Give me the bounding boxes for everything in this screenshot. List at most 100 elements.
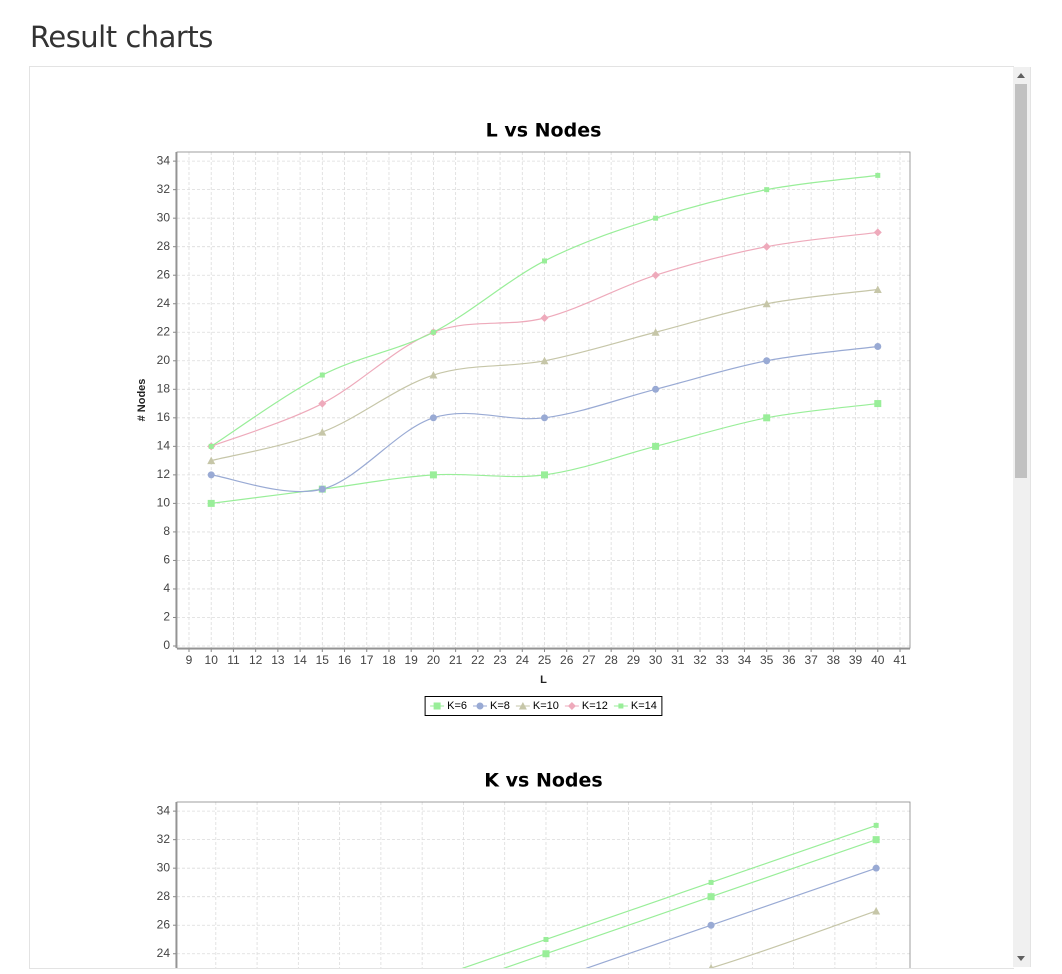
x-tick-label: 21 bbox=[449, 653, 463, 667]
y-tick-label: 32 bbox=[157, 182, 171, 196]
y-tick-label: 0 bbox=[163, 638, 170, 652]
marker bbox=[651, 328, 660, 336]
legend-box bbox=[424, 696, 663, 716]
marker bbox=[207, 471, 215, 479]
legend-label: K=8 bbox=[490, 700, 510, 712]
x-tick-label: 14 bbox=[293, 653, 307, 667]
x-tick-label: 28 bbox=[604, 653, 618, 667]
marker bbox=[708, 879, 714, 885]
y-tick-label: 26 bbox=[157, 917, 171, 931]
plot-border bbox=[176, 151, 911, 649]
x-tick-label: 15 bbox=[316, 653, 330, 667]
marker bbox=[651, 271, 660, 280]
legend-swatch bbox=[518, 702, 527, 710]
y-tick-label: 14 bbox=[157, 439, 171, 453]
x-tick-label: 34 bbox=[738, 653, 752, 667]
x-tick-label: 36 bbox=[782, 653, 796, 667]
chart-title: L vs Nodes bbox=[486, 120, 602, 142]
legend-swatch bbox=[567, 702, 576, 710]
y-tick-label: 6 bbox=[163, 553, 170, 567]
marker bbox=[872, 906, 881, 915]
scroll-thumb[interactable] bbox=[1015, 84, 1027, 478]
y-tick-label: 18 bbox=[157, 381, 171, 395]
marker bbox=[540, 471, 548, 479]
x-tick-label: 33 bbox=[716, 653, 730, 667]
marker bbox=[872, 836, 880, 844]
plot-area bbox=[177, 152, 910, 648]
x-tick-label: 19 bbox=[405, 653, 419, 667]
marker bbox=[763, 357, 771, 365]
marker bbox=[429, 471, 437, 479]
marker bbox=[541, 258, 547, 264]
marker bbox=[874, 400, 882, 408]
marker bbox=[763, 414, 771, 422]
x-tick-label: 20 bbox=[427, 653, 441, 667]
y-tick-label: 24 bbox=[157, 946, 171, 960]
y-tick-label: 30 bbox=[157, 210, 171, 224]
marker bbox=[540, 313, 549, 322]
legend-label: K=12 bbox=[582, 700, 608, 712]
marker bbox=[430, 329, 436, 335]
x-tick-label: 27 bbox=[582, 653, 596, 667]
marker bbox=[540, 356, 549, 365]
marker bbox=[542, 950, 550, 958]
y-tick-label: 2 bbox=[163, 610, 170, 624]
y-tick-label: 10 bbox=[157, 496, 171, 510]
marker bbox=[873, 822, 879, 828]
marker bbox=[707, 893, 715, 901]
marker bbox=[540, 414, 548, 422]
x-tick-label: 35 bbox=[760, 653, 774, 667]
marker bbox=[207, 499, 215, 507]
y-tick-label: 34 bbox=[157, 153, 171, 167]
x-tick-label: 9 bbox=[186, 653, 193, 667]
x-tick-label: 12 bbox=[249, 653, 263, 667]
legend-label: K=6 bbox=[447, 700, 467, 712]
marker bbox=[708, 963, 714, 968]
x-axis-label: L bbox=[540, 674, 547, 686]
marker bbox=[543, 936, 549, 942]
plot-border bbox=[176, 801, 911, 968]
plot-area bbox=[177, 802, 910, 968]
x-tick-label: 29 bbox=[627, 653, 641, 667]
x-tick-label: 37 bbox=[804, 653, 818, 667]
y-tick-label: 32 bbox=[157, 832, 171, 846]
legend-swatch bbox=[433, 702, 441, 710]
marker bbox=[652, 442, 660, 450]
series-line bbox=[708, 910, 877, 968]
x-tick-label: 32 bbox=[693, 653, 707, 667]
x-tick-label: 18 bbox=[382, 653, 396, 667]
y-tick-label: 34 bbox=[157, 803, 171, 817]
x-tick-label: 13 bbox=[271, 653, 285, 667]
scrollbar[interactable] bbox=[1013, 67, 1031, 967]
y-tick-label: 8 bbox=[163, 524, 170, 538]
marker bbox=[764, 187, 770, 193]
x-tick-label: 25 bbox=[538, 653, 552, 667]
x-tick-label: 31 bbox=[671, 653, 685, 667]
scroll-down[interactable] bbox=[1017, 956, 1025, 961]
y-axis-label: # Nodes bbox=[136, 379, 148, 422]
x-tick-label: 24 bbox=[516, 653, 530, 667]
x-tick-label: 40 bbox=[871, 653, 885, 667]
marker bbox=[319, 372, 325, 378]
marker bbox=[873, 228, 882, 237]
x-tick-label: 11 bbox=[227, 653, 240, 667]
legend-label: K=14 bbox=[631, 700, 657, 712]
marker bbox=[318, 399, 327, 408]
marker bbox=[429, 371, 438, 379]
marker bbox=[872, 864, 880, 872]
y-tick-label: 4 bbox=[163, 581, 170, 595]
x-tick-label: 22 bbox=[471, 653, 485, 667]
x-tick-label: 17 bbox=[360, 653, 374, 667]
x-tick-label: 16 bbox=[338, 653, 352, 667]
marker bbox=[318, 428, 327, 436]
legend-swatch bbox=[476, 702, 484, 710]
marker bbox=[875, 172, 881, 178]
x-tick-label: 26 bbox=[560, 653, 574, 667]
legend-swatch bbox=[618, 703, 624, 709]
scroll-up[interactable] bbox=[1017, 73, 1025, 78]
marker bbox=[207, 456, 216, 465]
y-tick-label: 28 bbox=[157, 239, 171, 253]
y-tick-label: 28 bbox=[157, 889, 171, 903]
marker bbox=[762, 242, 771, 251]
